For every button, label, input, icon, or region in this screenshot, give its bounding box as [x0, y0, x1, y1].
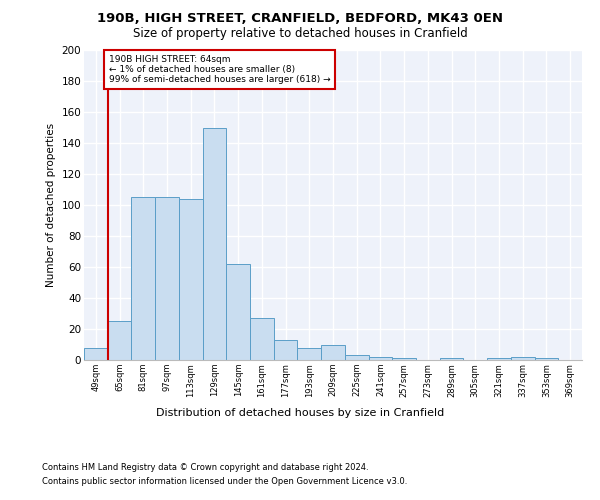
Y-axis label: Number of detached properties: Number of detached properties	[46, 123, 56, 287]
Text: 190B, HIGH STREET, CRANFIELD, BEDFORD, MK43 0EN: 190B, HIGH STREET, CRANFIELD, BEDFORD, M…	[97, 12, 503, 26]
Bar	[179, 199, 203, 360]
Bar	[345, 356, 368, 360]
Bar	[535, 358, 558, 360]
Text: Contains public sector information licensed under the Open Government Licence v3: Contains public sector information licen…	[42, 478, 407, 486]
Text: Size of property relative to detached houses in Cranfield: Size of property relative to detached ho…	[133, 28, 467, 40]
Bar	[226, 264, 250, 360]
Text: 190B HIGH STREET: 64sqm
← 1% of detached houses are smaller (8)
99% of semi-deta: 190B HIGH STREET: 64sqm ← 1% of detached…	[109, 54, 331, 84]
Bar	[274, 340, 298, 360]
Bar	[392, 358, 416, 360]
Bar	[84, 348, 108, 360]
Bar	[155, 197, 179, 360]
Bar	[321, 344, 345, 360]
Bar	[511, 357, 535, 360]
Text: Distribution of detached houses by size in Cranfield: Distribution of detached houses by size …	[156, 408, 444, 418]
Bar	[368, 357, 392, 360]
Bar	[440, 358, 463, 360]
Bar	[487, 358, 511, 360]
Text: Contains HM Land Registry data © Crown copyright and database right 2024.: Contains HM Land Registry data © Crown c…	[42, 462, 368, 471]
Bar	[131, 197, 155, 360]
Bar	[108, 322, 131, 360]
Bar	[298, 348, 321, 360]
Bar	[203, 128, 226, 360]
Bar	[250, 318, 274, 360]
